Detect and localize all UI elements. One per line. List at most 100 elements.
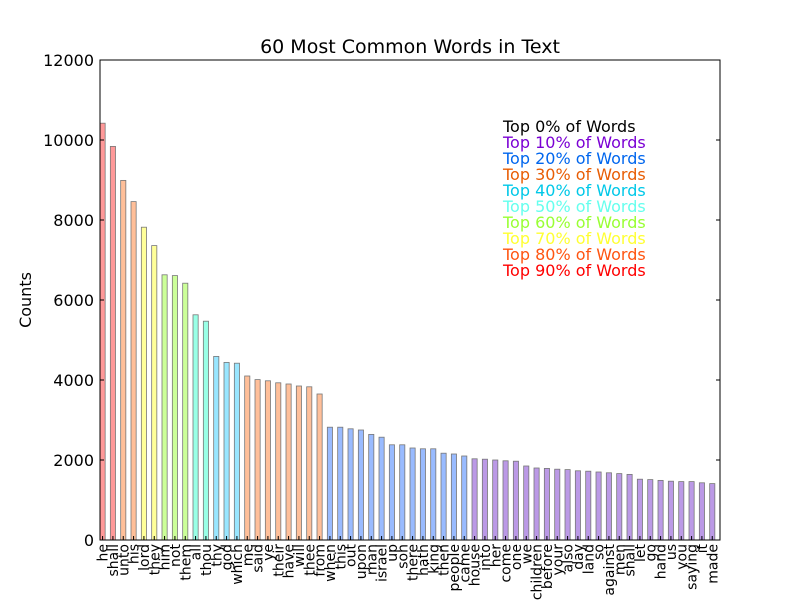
x-tick-label: israel xyxy=(375,544,391,582)
x-tick-label: upon xyxy=(354,544,370,579)
legend-entry: Top 40% of Words xyxy=(502,181,646,200)
x-tick-label: also xyxy=(561,544,577,572)
bar-so xyxy=(595,471,602,541)
y-tick-labels: 0 2000 4000 6000 8000 10000 12000 xyxy=(43,51,720,550)
x-tick-label: said xyxy=(251,544,267,573)
x-tick-label: we xyxy=(519,544,535,564)
bar-shall xyxy=(109,145,116,541)
chart-title: 60 Most Common Words in Text xyxy=(260,36,560,58)
x-tick-label: his xyxy=(127,544,143,564)
x-tick-label: not xyxy=(168,543,184,566)
bar-ye xyxy=(264,380,271,541)
x-tick-label: he xyxy=(96,544,112,562)
x-tick-label: this xyxy=(333,544,349,570)
x-tick-label: shall xyxy=(623,544,639,577)
plot-frame xyxy=(99,59,721,541)
legend-entry: Top 70% of Words xyxy=(502,229,646,248)
x-tick-label: saying xyxy=(685,544,701,590)
bar-men xyxy=(616,473,623,541)
x-tick-label: there xyxy=(406,544,422,581)
bar-day xyxy=(574,470,581,541)
bar-them xyxy=(182,282,189,541)
bar-made xyxy=(709,483,716,541)
bar-thy xyxy=(213,355,220,541)
bar-god xyxy=(223,361,230,541)
bar-israel xyxy=(378,436,385,541)
y-tick-label: 4000 xyxy=(53,371,94,390)
legend-entry: Top 20% of Words xyxy=(502,149,646,168)
x-tick-label: thy xyxy=(209,544,225,567)
x-tick-label: children xyxy=(530,544,546,600)
x-tick-label: thee xyxy=(302,544,318,576)
x-tick-label: which xyxy=(230,544,246,585)
x-tick-label: they xyxy=(147,544,163,575)
x-tick-label: us xyxy=(664,544,680,560)
x-tick-label: land xyxy=(581,544,597,574)
bar-unto xyxy=(120,179,127,541)
bar-let xyxy=(636,478,643,541)
bar-go xyxy=(647,479,654,541)
x-tick-label: against xyxy=(602,543,618,595)
bar-his xyxy=(130,201,137,541)
bar-when xyxy=(326,426,333,541)
x-tick-label: god xyxy=(220,544,236,570)
x-tick-label: him xyxy=(158,544,174,570)
bar-her xyxy=(492,459,499,541)
x-tick-label: ye xyxy=(261,544,277,561)
bar-your xyxy=(554,468,561,541)
y-tick-label: 12000 xyxy=(43,51,94,70)
legend-entry: Top 90% of Words xyxy=(502,261,646,280)
legend-entry: Top 10% of Words xyxy=(502,133,646,152)
bar-against xyxy=(605,472,612,541)
x-tick-label: them xyxy=(178,544,194,581)
x-tick-label: come xyxy=(499,544,515,583)
bar-hand xyxy=(657,479,664,541)
bar-all xyxy=(192,314,199,541)
y-tick-label: 0 xyxy=(84,531,94,550)
y-axis-label: Counts xyxy=(16,272,35,328)
x-tick-label: son xyxy=(395,544,411,569)
x-tick-label: lord xyxy=(137,544,153,571)
bar-king xyxy=(430,448,437,541)
bar-before xyxy=(543,467,550,541)
x-tick-label: her xyxy=(488,544,504,567)
legend-entry: Top 0% of Words xyxy=(502,117,636,136)
bar-will xyxy=(295,385,302,541)
bar-saying xyxy=(688,481,695,541)
bar-it xyxy=(698,482,705,541)
bar-me xyxy=(244,375,251,541)
bar-thee xyxy=(306,386,313,541)
bar-they xyxy=(151,245,158,541)
bar-you xyxy=(678,481,685,541)
y-tick-label: 6000 xyxy=(53,291,94,310)
bar-up xyxy=(388,444,395,541)
x-tick-label: shall xyxy=(106,544,122,577)
y-tick-label: 8000 xyxy=(53,211,94,230)
bar-into xyxy=(481,458,488,541)
x-tick-label: house xyxy=(468,544,484,586)
x-tick-label: into xyxy=(478,544,494,571)
x-tick-label: day xyxy=(571,544,587,570)
x-tick-label: out xyxy=(344,543,360,566)
legend-entry: Top 80% of Words xyxy=(502,245,646,264)
x-tick-label: all xyxy=(189,544,205,560)
bar-said xyxy=(254,379,261,541)
y-tick-label: 10000 xyxy=(43,131,94,150)
bar-then xyxy=(440,452,447,541)
bar-we xyxy=(523,465,530,541)
legend-entry: Top 30% of Words xyxy=(502,165,646,184)
bar-he xyxy=(99,122,106,541)
x-tick-label: man xyxy=(364,544,380,575)
x-tick-label: it xyxy=(695,544,711,554)
x-tick-label: their xyxy=(271,544,287,577)
bar-not xyxy=(171,275,178,541)
bar-this xyxy=(337,426,344,541)
x-tick-label: will xyxy=(292,544,308,567)
legend-entry: Top 50% of Words xyxy=(502,197,646,216)
bar-people xyxy=(450,453,457,541)
x-tick-label: men xyxy=(612,544,628,575)
bar-man xyxy=(368,433,375,541)
